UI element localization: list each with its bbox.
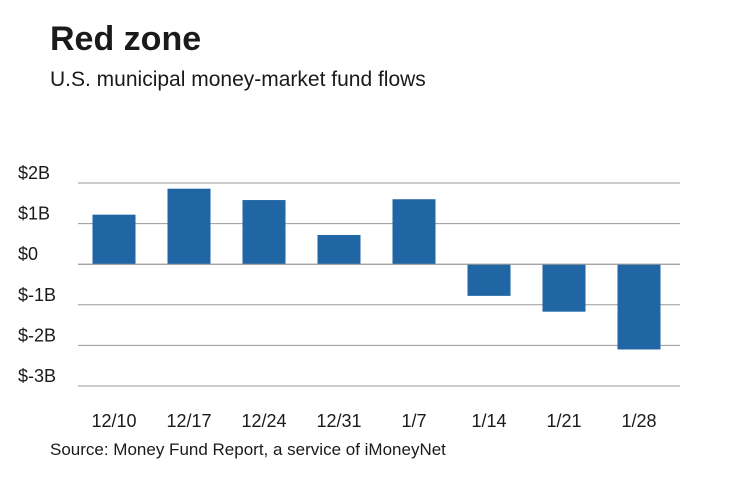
x-axis-labels: 12/10 12/17 12/24 12/31 1/7 1/14 1/21 1/28	[91, 411, 656, 431]
bar-12-10	[92, 214, 136, 265]
bar-12-17	[167, 188, 211, 265]
y-tick-label: $0	[18, 244, 38, 264]
x-tick-label: 1/14	[471, 411, 506, 431]
y-tick-label: $2B	[18, 163, 50, 183]
source-note: Source: Money Fund Report, a service of …	[50, 440, 446, 459]
x-tick-label: 1/21	[546, 411, 581, 431]
y-tick-label: $-3B	[18, 366, 56, 386]
bar-12-24	[242, 200, 286, 265]
y-tick-label: $-1B	[18, 285, 56, 305]
bar-1-7	[392, 199, 436, 265]
x-tick-label: 12/31	[316, 411, 361, 431]
x-tick-label: 12/10	[91, 411, 136, 431]
bar-1-28	[617, 264, 661, 350]
bar-1-21	[542, 264, 586, 312]
y-tick-label: $1B	[18, 204, 50, 224]
chart-title: Red zone	[50, 20, 202, 58]
x-tick-label: 1/7	[401, 411, 426, 431]
bars	[78, 188, 680, 350]
y-tick-label: $-2B	[18, 325, 56, 345]
x-tick-label: 12/17	[166, 411, 211, 431]
y-axis-labels: $2B $1B $0 $-1B $-2B $-3B	[18, 163, 56, 386]
x-tick-label: 12/24	[241, 411, 286, 431]
chart-subtitle: U.S. municipal money-market fund flows	[50, 68, 426, 91]
bar-1-14	[467, 264, 511, 296]
bar-12-31	[317, 234, 361, 265]
x-tick-label: 1/28	[621, 411, 656, 431]
